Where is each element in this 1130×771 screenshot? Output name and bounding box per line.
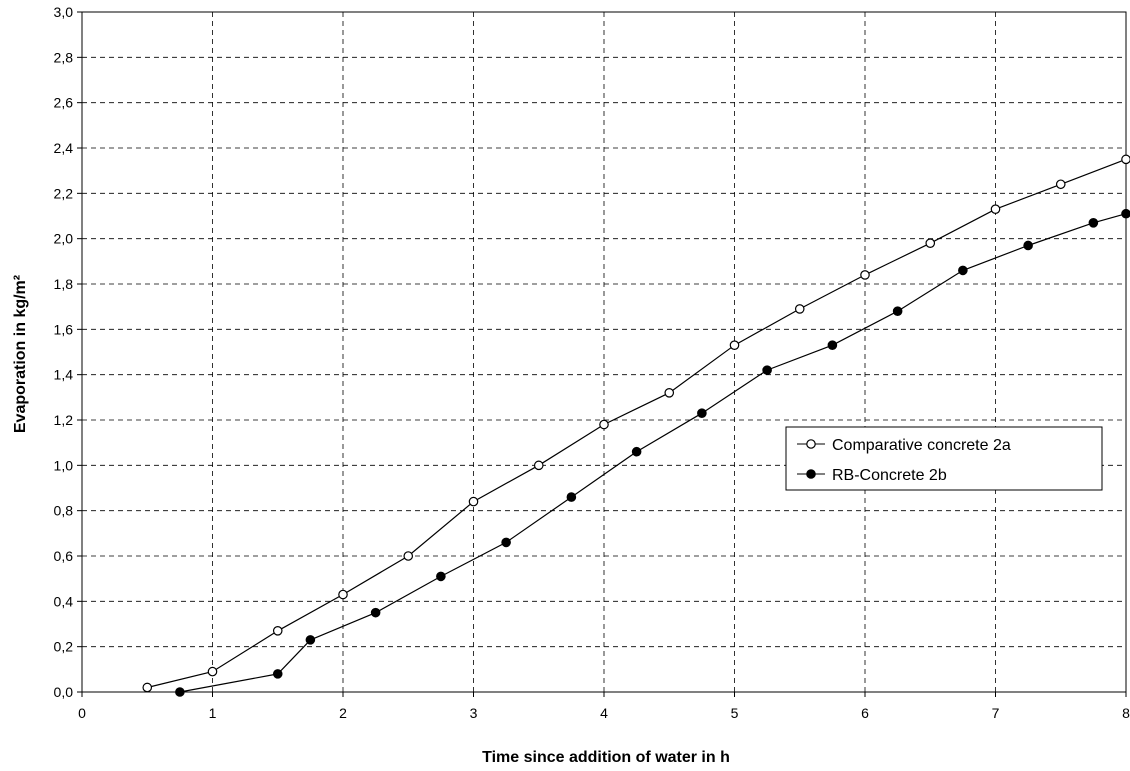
data-point [860, 270, 870, 280]
y-tick-label: 1,6 [54, 321, 74, 337]
x-tick-label: 7 [992, 705, 1000, 721]
data-point [338, 589, 348, 600]
y-tick-label: 1,2 [54, 412, 74, 428]
data-point [1121, 154, 1130, 165]
legend: Comparative concrete 2a RB-Concrete 2b [785, 426, 1103, 491]
y-tick-label: 0,6 [54, 548, 74, 564]
y-tick-label: 2,6 [54, 95, 74, 111]
data-point [1023, 240, 1033, 251]
legend-box [785, 426, 1103, 491]
data-point [762, 365, 772, 375]
y-tick-label: 0,8 [54, 503, 74, 519]
data-point [175, 687, 185, 697]
legend-marker-open-circle-icon [806, 439, 816, 449]
x-tick-label: 3 [470, 705, 478, 721]
data-point [794, 304, 805, 314]
legend-marker-filled-circle-icon [806, 469, 816, 479]
x-tick-label: 5 [731, 705, 739, 721]
series-line [179, 213, 1127, 693]
data-point [664, 387, 675, 398]
data-point [990, 204, 1001, 214]
y-tick-label: 0,4 [54, 593, 74, 609]
data-point [272, 669, 283, 679]
data-point [272, 625, 283, 636]
y-tick-label: 3,0 [54, 4, 74, 20]
data-point [1055, 179, 1066, 190]
data-point [697, 408, 707, 418]
x-tick-label: 4 [600, 705, 608, 721]
data-point [1088, 218, 1099, 228]
y-tick-label: 1,4 [54, 367, 74, 383]
y-tick-label: 2,0 [54, 231, 74, 247]
series-layer [142, 154, 1130, 697]
data-point [436, 571, 446, 582]
x-tick-label: 6 [861, 705, 869, 721]
data-point [207, 666, 218, 677]
y-axis-title: Evaporation in kg/m² [12, 275, 29, 433]
x-tick-label: 1 [209, 705, 217, 721]
data-point [370, 607, 381, 618]
y-tick-label: 1,0 [54, 457, 74, 473]
y-tick-label: 2,2 [54, 185, 74, 201]
data-point [892, 306, 903, 316]
data-point [599, 419, 609, 430]
grid [82, 12, 1126, 692]
series-line [147, 158, 1127, 689]
x-axis-title: Time since addition of water in h [482, 749, 730, 766]
y-tick-label: 2,8 [54, 49, 74, 65]
data-point [468, 496, 479, 507]
y-tick-label: 0,2 [54, 639, 74, 655]
axis-ticks: 0,0 0,2 0,4 0,6 0,8 1,0 1,2 1,4 1,6 1,8 2,0 2,2 2,4 2… [54, 4, 1130, 721]
data-point [958, 265, 968, 276]
y-tick-label: 0,0 [54, 684, 74, 700]
x-tick-label: 2 [339, 705, 347, 721]
data-point [566, 492, 577, 502]
data-point [305, 635, 316, 645]
data-point [925, 238, 936, 248]
x-tick-label: 0 [78, 705, 86, 721]
data-point [403, 551, 414, 561]
x-tick-label: 8 [1122, 705, 1130, 721]
y-tick-label: 2,4 [54, 140, 74, 156]
data-point [142, 682, 153, 693]
legend-label-series-2: RB-Concrete 2b [832, 467, 947, 484]
data-point [631, 446, 642, 457]
series-1 [142, 154, 1130, 693]
y-tick-label: 1,8 [54, 276, 74, 292]
data-point [827, 340, 838, 350]
data-point [1121, 208, 1130, 219]
data-point [729, 340, 740, 350]
data-point [533, 460, 544, 471]
legend-label-series-1: Comparative concrete 2a [832, 437, 1011, 454]
data-point [501, 537, 511, 548]
series-2 [175, 208, 1130, 697]
